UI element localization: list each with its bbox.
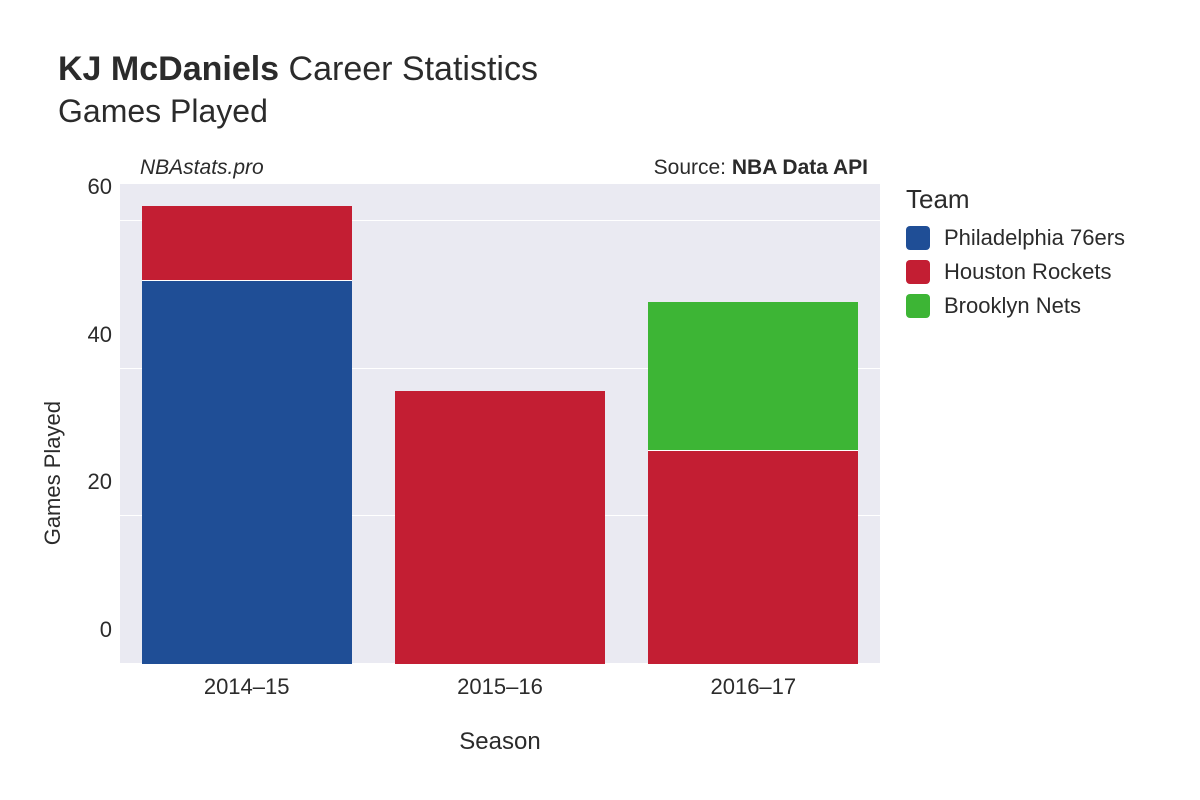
x-axis-ticks: 2014–15 2015–16 2016–17 [120, 674, 880, 700]
x-tick: 2016–17 [648, 674, 858, 700]
title-suffix: Career Statistics [289, 50, 538, 88]
legend-item: Houston Rockets [906, 259, 1125, 285]
player-name: KJ McDaniels [58, 50, 279, 88]
plot-row: Games Played 0 20 40 60 NBAstats.pro Source… [40, 150, 1160, 756]
legend-item: Philadelphia 76ers [906, 225, 1125, 251]
bars-group [120, 184, 880, 664]
bar-segment [395, 391, 605, 664]
y-axis-label: Games Played [40, 361, 66, 545]
x-axis-label: Season [120, 728, 880, 756]
legend-swatch [906, 294, 930, 318]
annotation-row: NBAstats.pro Source: NBA Data API [120, 150, 880, 184]
legend-label: Philadelphia 76ers [944, 225, 1125, 251]
bar [648, 302, 858, 664]
source-name: NBA Data API [732, 156, 868, 179]
legend-title: Team [906, 184, 1125, 215]
x-tick: 2015–16 [395, 674, 605, 700]
legend-swatch [906, 260, 930, 284]
source-text: Source: NBA Data API [654, 156, 868, 180]
bar [142, 206, 352, 664]
legend-items: Philadelphia 76ers Houston Rockets Brookly… [906, 225, 1125, 319]
y-tick: 20 [88, 469, 112, 495]
bar-segment [142, 280, 352, 664]
x-tick: 2014–15 [142, 674, 352, 700]
y-axis-ticks: 0204060 [72, 150, 120, 630]
title-line-1: KJ McDaniels Career Statistics [58, 50, 1160, 89]
y-tick: 40 [88, 322, 112, 348]
bar-segment [142, 206, 352, 280]
bar [395, 391, 605, 664]
chart-container: KJ McDaniels Career Statistics Games Pla… [0, 0, 1200, 800]
bar-segment [648, 302, 858, 450]
y-tick: 60 [88, 174, 112, 200]
title-subtitle: Games Played [58, 93, 1160, 130]
legend-item: Brooklyn Nets [906, 293, 1125, 319]
legend-label: Brooklyn Nets [944, 293, 1081, 319]
y-tick: 0 [100, 617, 112, 643]
legend-label: Houston Rockets [944, 259, 1112, 285]
legend: Team Philadelphia 76ers Houston Rockets Br… [906, 184, 1125, 327]
plot-area [120, 184, 880, 664]
watermark-text: NBAstats.pro [140, 156, 264, 180]
source-prefix: Source: [654, 156, 732, 179]
title-block: KJ McDaniels Career Statistics Games Pla… [58, 50, 1160, 130]
plot-column: NBAstats.pro Source: NBA Data API 2014–1… [120, 150, 880, 756]
bar-segment [648, 450, 858, 664]
legend-swatch [906, 226, 930, 250]
